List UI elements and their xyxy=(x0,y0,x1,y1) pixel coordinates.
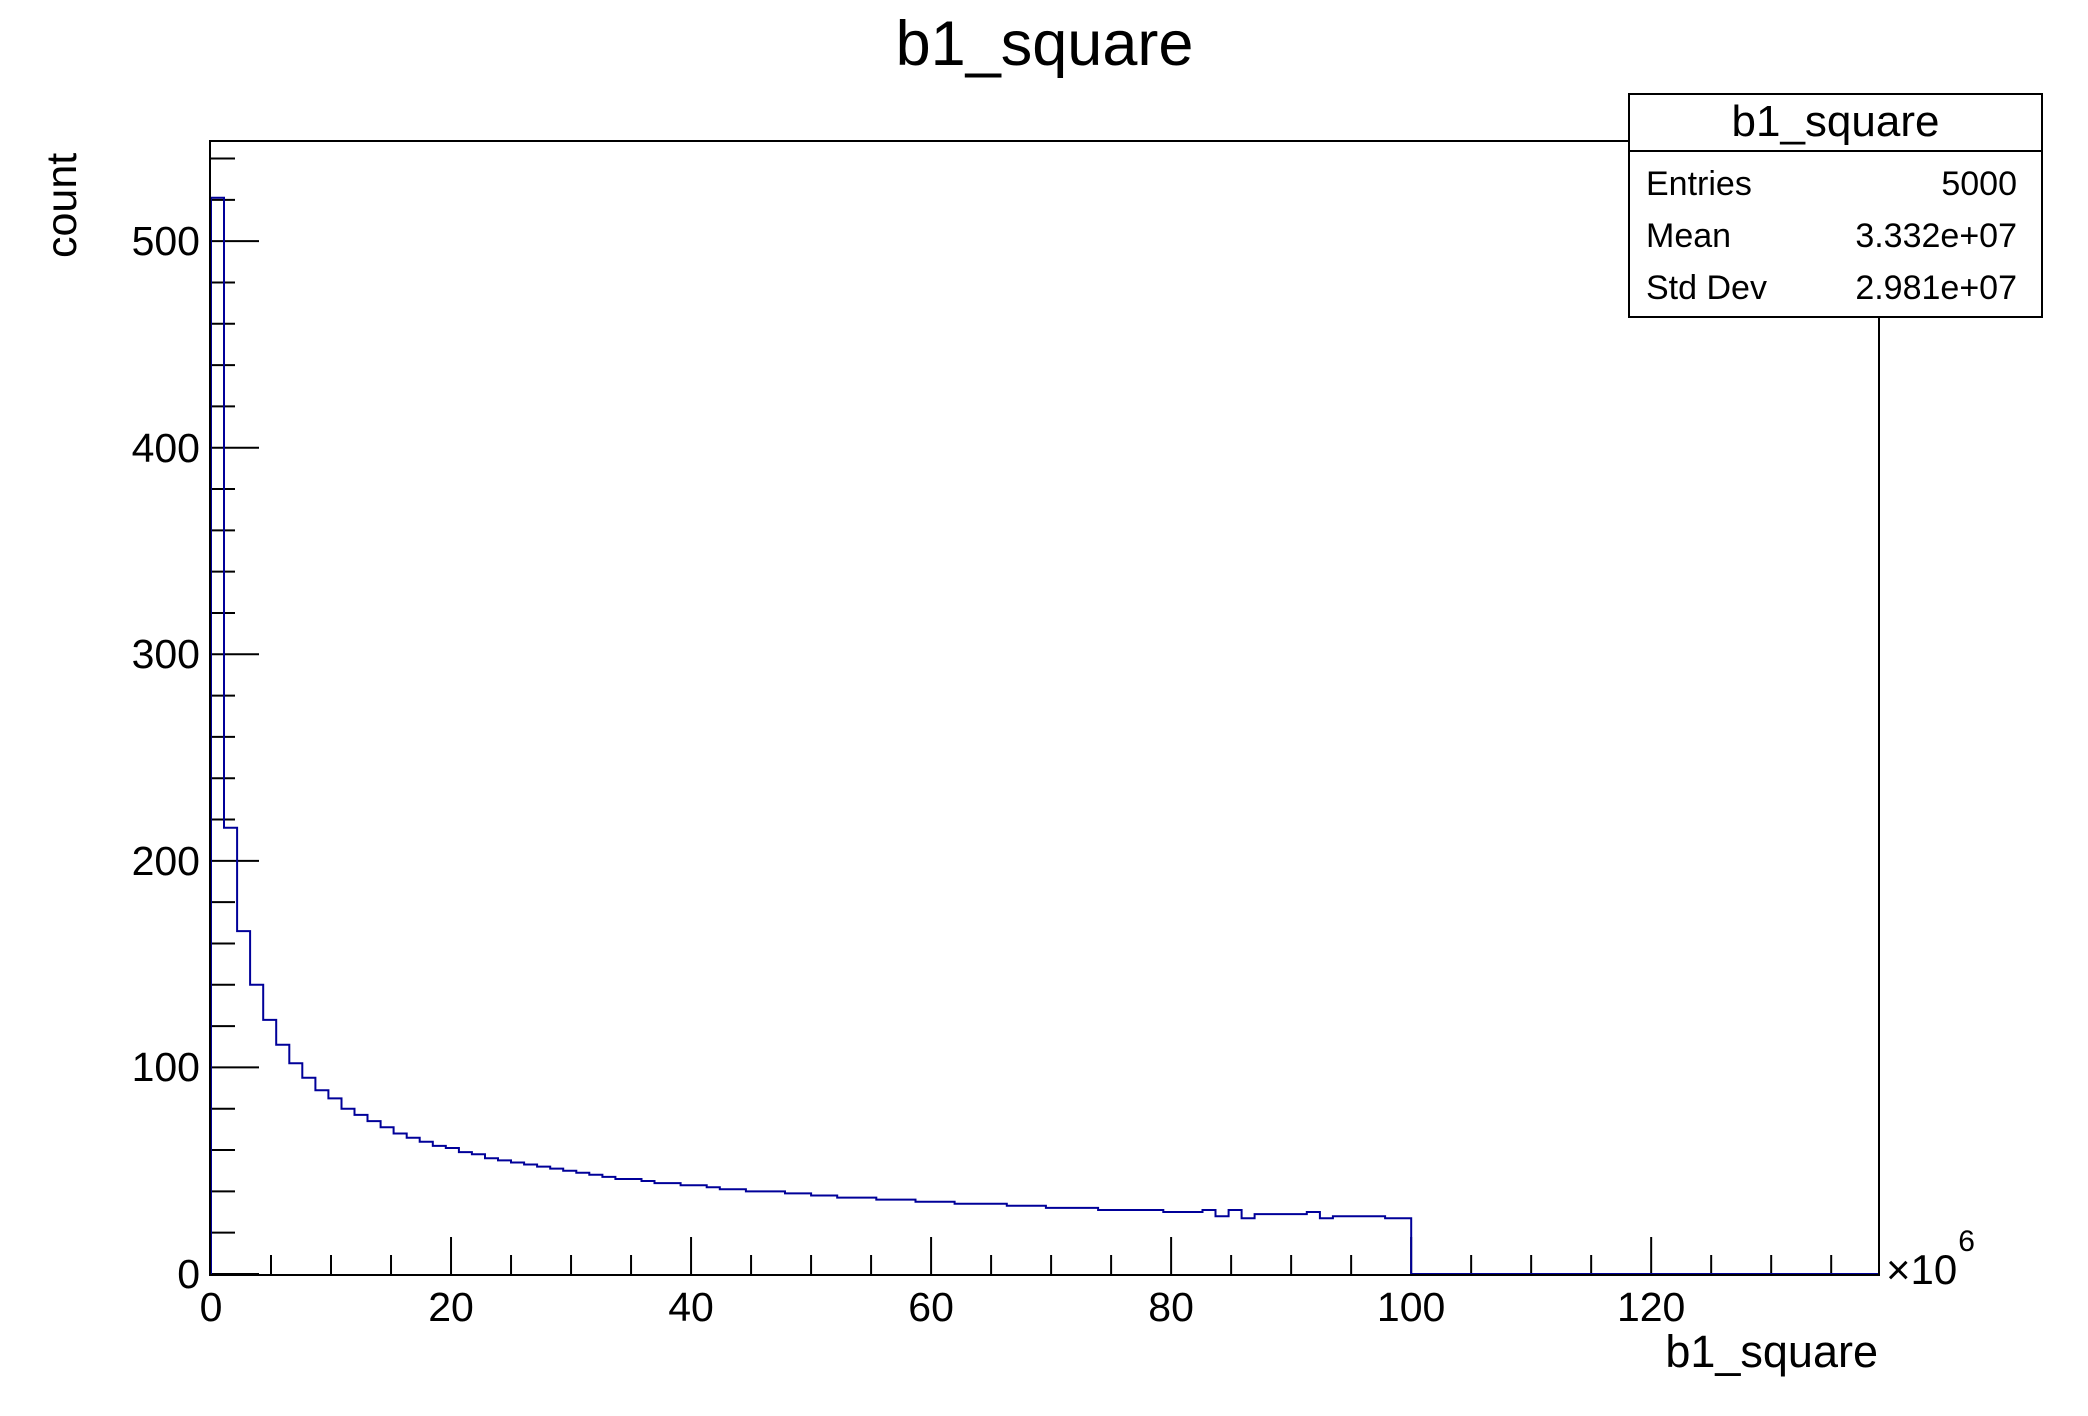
stats-value-stddev: 2.981e+07 xyxy=(1855,268,2017,307)
stats-box-title: b1_square xyxy=(1630,95,2041,152)
stats-label-stddev: Std Dev xyxy=(1646,268,1767,307)
x-tick-label: 80 xyxy=(1148,1284,1194,1330)
x-exponent-power: 6 xyxy=(1958,1225,1975,1258)
x-tick-label: 60 xyxy=(908,1284,954,1330)
x-axis-title: b1_square xyxy=(1665,1326,1878,1377)
stats-row-entries: Entries 5000 xyxy=(1630,158,2041,210)
histogram-plot xyxy=(211,157,1878,1274)
x-tick-label: 0 xyxy=(199,1284,223,1330)
stats-label-mean: Mean xyxy=(1646,216,1732,255)
y-tick-label: 0 xyxy=(177,1251,200,1297)
x-tick-label: 120 xyxy=(1616,1284,1686,1330)
stats-box: b1_square Entries 5000 Mean 3.332e+07 St… xyxy=(1628,93,2043,318)
y-tick-label: 500 xyxy=(131,218,200,265)
stats-row-stddev: Std Dev 2.981e+07 xyxy=(1630,262,2041,314)
x-tick-label: 40 xyxy=(668,1284,714,1330)
stats-value-entries: 5000 xyxy=(1941,164,2017,203)
histogram-step-line xyxy=(211,196,1878,1274)
x-exponent-base: ×10 xyxy=(1886,1246,1958,1293)
stats-box-rows: Entries 5000 Mean 3.332e+07 Std Dev 2.98… xyxy=(1630,152,2041,314)
y-tick-label: 200 xyxy=(131,837,200,884)
y-tick-label: 400 xyxy=(131,424,200,471)
stats-label-entries: Entries xyxy=(1646,164,1752,203)
x-tick-label: 20 xyxy=(428,1284,474,1330)
x-tick-label: 100 xyxy=(1376,1284,1446,1330)
y-tick-label: 300 xyxy=(131,631,200,678)
plot-frame xyxy=(209,140,1880,1276)
x-axis-exponent: ×106 xyxy=(1886,1225,1975,1294)
stats-value-mean: 3.332e+07 xyxy=(1855,216,2017,255)
stats-row-mean: Mean 3.332e+07 xyxy=(1630,210,2041,262)
histogram-title: b1_square xyxy=(895,9,1194,79)
y-tick-label: 100 xyxy=(131,1044,200,1091)
